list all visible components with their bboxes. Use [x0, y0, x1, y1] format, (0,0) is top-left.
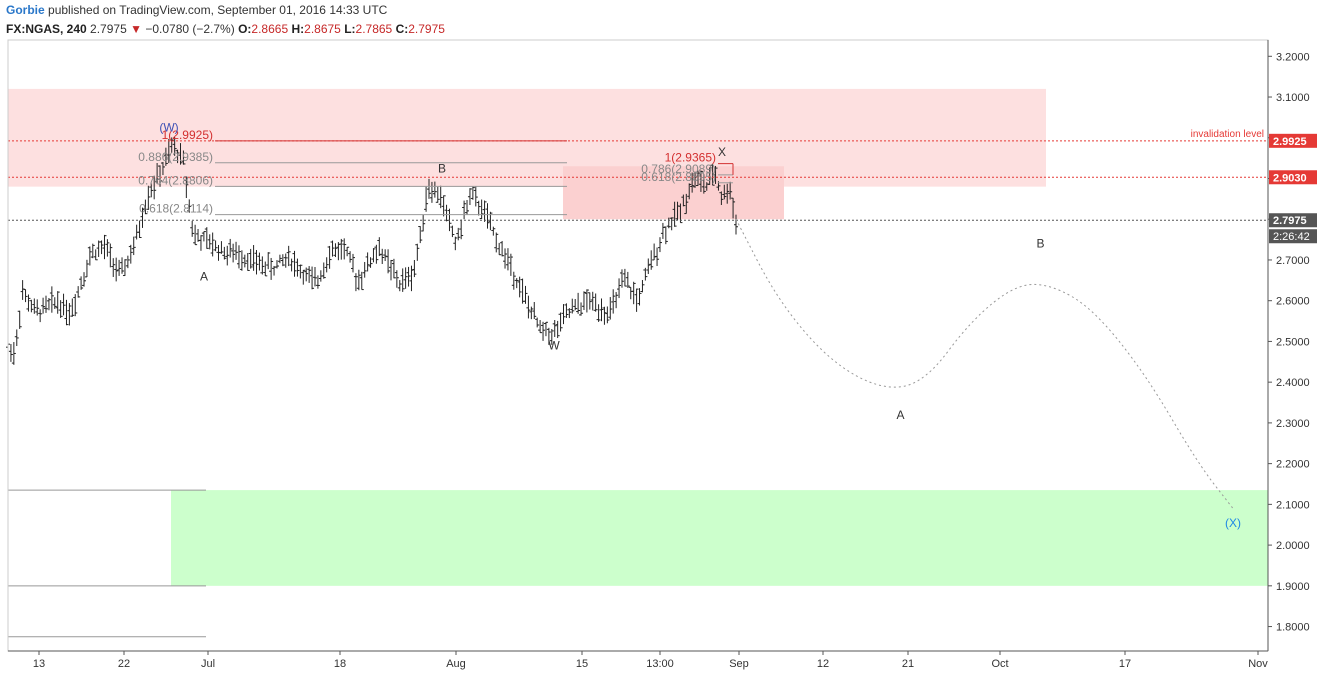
fib-level-label: 0.886(2.9385)	[138, 150, 213, 164]
low-label: L:	[344, 22, 356, 36]
wave-label: B	[1036, 237, 1044, 251]
y-tick-label: 2.6000	[1276, 296, 1310, 308]
horizontal-lines-layer: invalidation level	[8, 129, 1268, 221]
x-tick-label: 12	[817, 658, 829, 670]
fib-level-label: 1(2.9365)	[665, 151, 716, 165]
wave-label: (X)	[1225, 516, 1241, 530]
x-tick-label: Oct	[991, 658, 1008, 670]
price-label-box	[1269, 213, 1317, 228]
zone-box	[8, 88, 1046, 187]
price-label-text: 2.9925	[1273, 136, 1307, 148]
x-tick-label: Sep	[729, 658, 749, 670]
x-tick-label: Jul	[201, 658, 215, 670]
y-tick-label: 1.8000	[1276, 622, 1310, 634]
wave-label: X	[718, 145, 726, 159]
y-tick-label: 2.0000	[1276, 540, 1310, 552]
close-label: C:	[395, 22, 409, 36]
publish-info: published on TradingView.com, September …	[48, 3, 388, 17]
x-tick-label: 18	[334, 658, 346, 670]
x-tick-label: 13:00	[646, 658, 674, 670]
price-label-text: 2.7975	[1273, 215, 1307, 227]
change-value: −0.0780 (−2.7%)	[145, 22, 235, 36]
author-name[interactable]: Gorbie	[6, 3, 45, 17]
fib-level-label: 0.618(2.8895)	[641, 170, 716, 184]
countdown-box	[1269, 229, 1317, 244]
fib-level-label: 0.764(2.8806)	[138, 173, 213, 187]
fib-level-label: 0.618(2.8114)	[139, 202, 213, 216]
fib-layer: 1(2.9925) 0.886(2.9385) 0.764(2.8806) 0.618…	[138, 128, 734, 216]
open-label: O:	[238, 22, 252, 36]
wave-label: A	[896, 408, 904, 422]
y-tick-label: 3.2000	[1276, 51, 1310, 63]
x-tick-label: 22	[118, 658, 130, 670]
zone-box	[171, 490, 1268, 586]
open-value: 2.8665	[251, 22, 289, 36]
x-tick-label: 13	[33, 658, 45, 670]
high-value: 2.8675	[304, 22, 341, 36]
price-label-box	[1269, 133, 1317, 148]
y-tick-label: 2.3000	[1276, 418, 1310, 430]
low-value: 2.7865	[355, 22, 393, 36]
y-tick-label: 2.1000	[1276, 499, 1310, 511]
y-tick-label: 1.9000	[1276, 581, 1310, 593]
close-value: 2.7975	[408, 22, 445, 36]
countdown-text: 2:26:42	[1273, 231, 1310, 243]
symbol-label: FX:NGAS, 240	[6, 22, 87, 36]
y-tick-label: 3.1000	[1276, 92, 1310, 104]
publish-line: Gorbie published on TradingView.com, Sep…	[6, 3, 387, 17]
x-tick-label: 21	[902, 658, 914, 670]
price-label-text: 2.9030	[1273, 172, 1307, 184]
wave-label: A	[200, 269, 208, 283]
y-tick-label: 2.4000	[1276, 377, 1310, 389]
wave-labels-layer: (W) A B W X A B (X)	[159, 121, 1241, 530]
wave-label: B	[438, 161, 446, 175]
y-tick-label: 2.2000	[1276, 459, 1310, 471]
ohlc-bars-layer	[6, 136, 738, 365]
x-tick-label: Aug	[446, 658, 466, 670]
projection-path	[735, 218, 1234, 509]
fib-level-label: 0.786(2.9089)	[641, 162, 716, 176]
zones-layer	[8, 88, 1268, 638]
x-tick-label: 15	[576, 658, 588, 670]
last-price: 2.7975	[90, 22, 127, 36]
price-label-box	[1269, 170, 1317, 185]
x-tick-label: Nov	[1248, 658, 1268, 670]
x-tick-label: 17	[1119, 658, 1131, 670]
invalidation-label: invalidation level	[1191, 129, 1264, 140]
ohlc-line: FX:NGAS, 240 2.7975 ▼ −0.0780 (−2.7%) O:…	[6, 22, 445, 36]
y-tick-label: 2.7000	[1276, 255, 1310, 267]
zone-box	[563, 166, 784, 220]
axes-layer: 1.8000 1.9000 2.0000 2.1000 2.2000 2.3000 2.40…	[7, 39, 1317, 670]
down-arrow-icon: ▼	[130, 22, 142, 36]
fib-level-label: 1(2.9925)	[162, 128, 213, 142]
wave-label: W	[548, 339, 560, 353]
y-tick-label: 2.5000	[1276, 336, 1310, 348]
projection-layer	[735, 218, 1234, 509]
wave-label: (W)	[159, 121, 178, 135]
high-label: H:	[291, 22, 305, 36]
